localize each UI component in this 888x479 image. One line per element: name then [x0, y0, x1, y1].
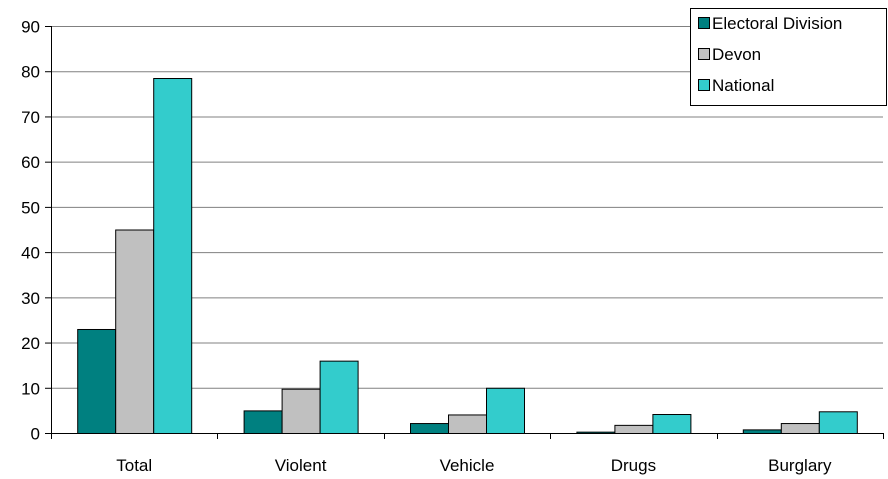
- y-tick-label: 40: [21, 244, 40, 263]
- bar-electoral-division-violent: [243, 410, 283, 434]
- bar-national-violent: [319, 360, 359, 434]
- x-category-label: Burglary: [768, 456, 832, 475]
- y-tick-label: 90: [21, 18, 40, 37]
- y-tick-label: 30: [21, 289, 40, 308]
- legend-label: National: [712, 76, 774, 95]
- x-category-label: Total: [116, 456, 152, 475]
- y-tick-label: 50: [21, 198, 40, 217]
- bar-devon-burglary: [780, 423, 820, 435]
- legend-swatch: [698, 79, 710, 91]
- y-tick-label: 60: [21, 153, 40, 172]
- bar-electoral-division-total: [77, 328, 117, 434]
- bar-electoral-division-burglary: [742, 429, 782, 435]
- legend-swatch: [698, 48, 710, 60]
- bar-devon-drugs: [614, 424, 654, 434]
- bar-devon-total: [115, 229, 155, 434]
- legend-label: Electoral Division: [712, 14, 842, 33]
- bar-devon-violent: [281, 388, 321, 434]
- y-tick-label: 70: [21, 108, 40, 127]
- legend-label: Devon: [712, 45, 761, 64]
- x-axis-ticks: Total Violent Vehicle Drugs Burglary: [51, 433, 884, 475]
- y-tick-label: 20: [21, 334, 40, 353]
- x-category-label: Drugs: [611, 456, 656, 475]
- legend: Electoral Division Devon National: [690, 8, 887, 106]
- bar-national-drugs: [652, 414, 692, 434]
- bar-national-vehicle: [486, 387, 525, 434]
- bar-electoral-division-vehicle: [410, 423, 449, 435]
- x-category-label: Violent: [275, 456, 327, 475]
- bars: [77, 78, 858, 435]
- legend-swatch: [698, 17, 710, 29]
- legend-box: [690, 8, 887, 106]
- y-tick-label: 80: [21, 63, 40, 82]
- y-tick-label: 10: [21, 379, 40, 398]
- y-tick-label: 0: [31, 425, 40, 444]
- bar-national-total: [153, 78, 193, 434]
- y-axis-ticks: 0 10 20 30 40 50 60 70 80 90: [21, 18, 51, 444]
- bar-devon-vehicle: [448, 414, 487, 435]
- bar-national-burglary: [818, 411, 858, 435]
- x-category-label: Vehicle: [440, 456, 495, 475]
